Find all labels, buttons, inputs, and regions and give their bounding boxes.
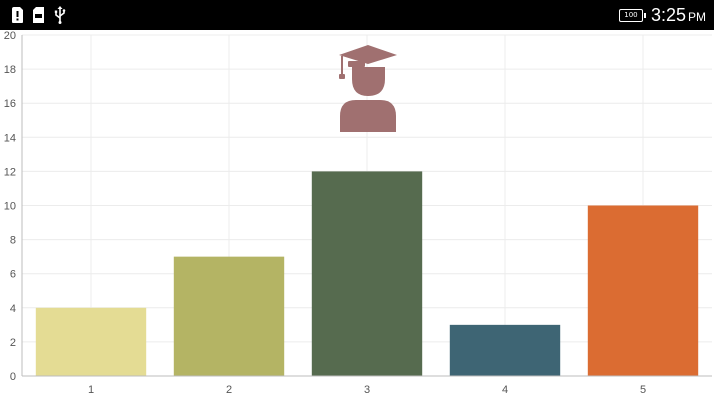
status-right: 100 3:25 PM xyxy=(618,0,706,30)
y-tick-label: 8 xyxy=(10,235,16,247)
x-tick-label: 3 xyxy=(364,384,370,396)
bars xyxy=(35,171,699,377)
bar-3[interactable] xyxy=(311,171,423,376)
axes xyxy=(21,35,712,377)
x-tick-label: 1 xyxy=(88,384,94,396)
bar-4[interactable] xyxy=(449,324,561,376)
y-tick-label: 14 xyxy=(4,132,16,144)
graduate-student-icon xyxy=(339,45,397,132)
sim-alert-icon xyxy=(12,7,23,23)
bar-1[interactable] xyxy=(35,307,147,376)
x-tick-label: 2 xyxy=(226,384,232,396)
y-tick-label: 0 xyxy=(10,371,16,383)
y-tick-label: 20 xyxy=(4,30,16,42)
clock-time: 3:25 xyxy=(650,4,686,25)
sd-card-icon xyxy=(33,7,44,23)
y-tick-labels: 0 2 4 6 8 10 12 14 16 18 20 xyxy=(4,30,16,383)
y-tick-label: 18 xyxy=(4,64,16,76)
y-tick-label: 2 xyxy=(10,337,16,349)
x-tick-label: 4 xyxy=(502,384,508,396)
y-tick-label: 16 xyxy=(4,98,16,110)
notification-icons xyxy=(12,6,66,24)
clock-ampm: PM xyxy=(688,9,706,24)
status-bar: 100 3:25 PM xyxy=(0,0,714,30)
y-tick-label: 10 xyxy=(4,201,16,213)
bar-5[interactable] xyxy=(587,205,699,377)
usb-icon xyxy=(54,6,66,24)
y-tick-label: 4 xyxy=(10,303,16,315)
x-tick-label: 5 xyxy=(640,384,646,396)
y-tick-label: 12 xyxy=(4,166,16,178)
y-tick-label: 6 xyxy=(10,269,16,281)
battery-level: 100 xyxy=(624,11,638,19)
x-tick-labels: 1 2 3 4 5 xyxy=(88,384,646,396)
bar-2[interactable] xyxy=(173,256,285,376)
clock: 3:25 PM xyxy=(651,5,706,26)
icon-layer xyxy=(339,45,397,132)
battery-icon: 100 xyxy=(618,8,646,22)
